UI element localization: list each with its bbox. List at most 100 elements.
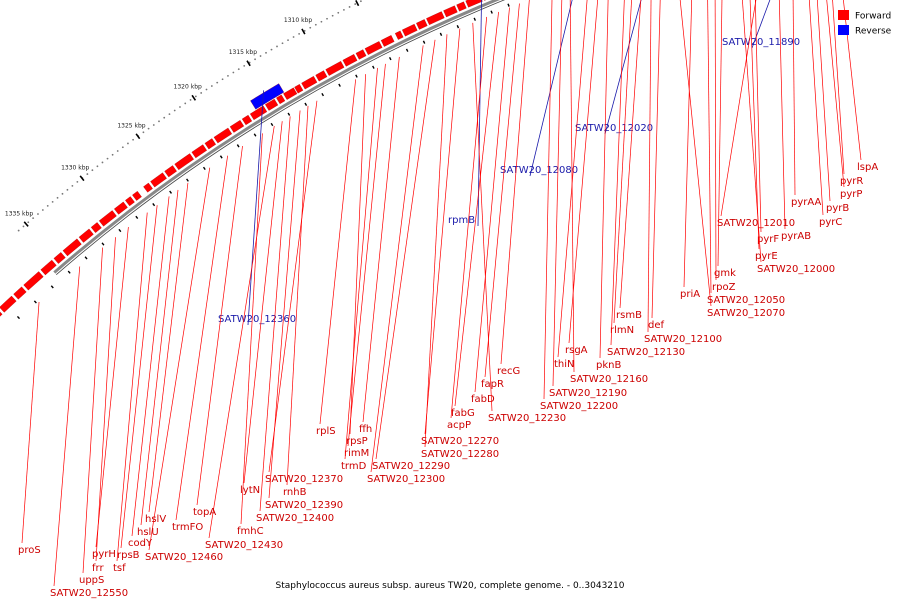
forward-gene-label: SATW20_12200: [540, 401, 618, 412]
forward-gene-label: fmhC: [237, 526, 264, 537]
gene-tick: [16, 315, 21, 320]
forward-gene-block: [283, 87, 298, 100]
forward-gene-block: [213, 127, 233, 144]
scale-dot: [243, 64, 246, 67]
scale-tick: [246, 60, 251, 67]
forward-gene-label: topA: [193, 507, 216, 518]
gene-tick: [321, 92, 325, 97]
forward-leader-line: [148, 182, 189, 513]
forward-leader-line: [375, 39, 436, 460]
forward-gene-label: uppS: [79, 575, 104, 586]
forward-gene-block: [0, 295, 17, 313]
forward-gene-block: [301, 76, 318, 90]
forward-gene-block: [13, 286, 27, 300]
forward-gene-label: pyrR: [840, 176, 863, 187]
forward-leader-line: [208, 125, 275, 539]
kbp-scale: 1260 kbp1265 kbp1270 kbp1275 kbp1280 kbp…: [5, 0, 362, 232]
scale-dot: [56, 196, 59, 199]
forward-gene-label: acpP: [447, 420, 471, 431]
backbone-arc: [53, 0, 501, 274]
scale-dot: [227, 74, 229, 77]
scale-dot: [237, 68, 240, 71]
forward-gene-label: rpsB: [117, 550, 140, 561]
forward-gene-block: [204, 138, 216, 150]
forward-gene-block: [132, 190, 142, 201]
forward-leader-line: [53, 266, 81, 587]
forward-leader-line: [754, 0, 762, 233]
scale-dot: [189, 99, 192, 101]
gene-tick: [33, 300, 37, 304]
reverse-gene-label: rpmB: [448, 215, 475, 226]
legend-label: Reverse: [855, 27, 892, 37]
gene-tick: [507, 3, 510, 7]
forward-leader-line: [474, 7, 510, 393]
forward-gene-label: rpoZ: [712, 282, 736, 293]
gene-tick: [338, 83, 341, 87]
scale-tick: [79, 175, 85, 182]
forward-leader-line: [778, 0, 786, 230]
scale-tick: [135, 133, 141, 140]
gene-tick: [490, 10, 493, 14]
scale-dot: [292, 36, 295, 38]
scale-dot: [71, 184, 74, 187]
forward-gene-block: [62, 238, 82, 257]
scale-label: 1325 kbp: [117, 122, 145, 129]
forward-gene-label: SATW20_12000: [757, 264, 835, 275]
forward-leader-line: [116, 212, 148, 562]
forward-leader-line: [683, 0, 693, 288]
forward-gene-block: [40, 259, 57, 276]
forward-gene-label: frr: [92, 563, 104, 574]
forward-gene-label: SATW20_12550: [50, 588, 128, 599]
gene-tick: [219, 155, 223, 159]
figure-caption: Staphylococcus aureus subsp. aureus TW20…: [276, 581, 625, 591]
scale-dot: [51, 200, 54, 203]
gene-tick: [101, 242, 105, 246]
forward-gene-label: lytN: [240, 485, 260, 496]
scale-dot: [147, 127, 150, 130]
forward-gene-label: trmD: [341, 461, 367, 472]
scale-dot: [66, 188, 69, 191]
forward-gene-label: tsf: [113, 563, 126, 574]
scale-dot: [163, 116, 166, 119]
gene-tick: [304, 102, 308, 106]
forward-leader-line: [651, 0, 661, 319]
scale-dot: [337, 11, 340, 14]
scale-dot: [86, 173, 89, 175]
scale-dot: [232, 71, 235, 74]
forward-gene-block: [114, 201, 128, 215]
forward-leader-line: [808, 0, 824, 216]
gene-tick: [456, 25, 460, 29]
forward-gene-block: [150, 172, 167, 188]
forward-leader-line: [816, 0, 831, 202]
forward-gene-label: fabG: [451, 408, 475, 419]
gene-tick: [67, 270, 71, 274]
gene-tick: [84, 256, 88, 260]
scale-dot: [37, 213, 39, 215]
reverse-gene-label: SATW20_12020: [575, 123, 653, 134]
forward-leader-line: [749, 0, 760, 250]
scale-dot: [210, 85, 213, 87]
forward-leader-line: [610, 0, 625, 346]
forward-leader-line: [175, 155, 228, 521]
reverse-leader-line: [247, 90, 264, 326]
forward-gene-block: [380, 35, 395, 47]
forward-gene-block: [456, 1, 467, 12]
forward-leader-line: [286, 105, 309, 486]
scale-label: 1335 kbp: [5, 211, 33, 218]
scale-dot: [106, 157, 109, 160]
forward-leader-line: [344, 67, 378, 460]
forward-leader-line: [95, 227, 129, 548]
forward-leader-line: [120, 205, 158, 549]
forward-gene-label: priA: [680, 289, 700, 300]
reverse-leader-line: [751, 0, 771, 49]
gene-tick: [135, 215, 139, 220]
forward-gene-label: SATW20_12430: [205, 540, 283, 551]
scale-dot: [168, 113, 171, 116]
forward-leader-line: [832, 0, 845, 175]
forward-leader-line: [742, 0, 762, 263]
scale-dot: [116, 150, 119, 152]
forward-leader-line: [259, 116, 291, 512]
scale-dot: [216, 81, 219, 84]
scale-dot: [343, 8, 345, 11]
forward-leader-line: [268, 110, 301, 499]
